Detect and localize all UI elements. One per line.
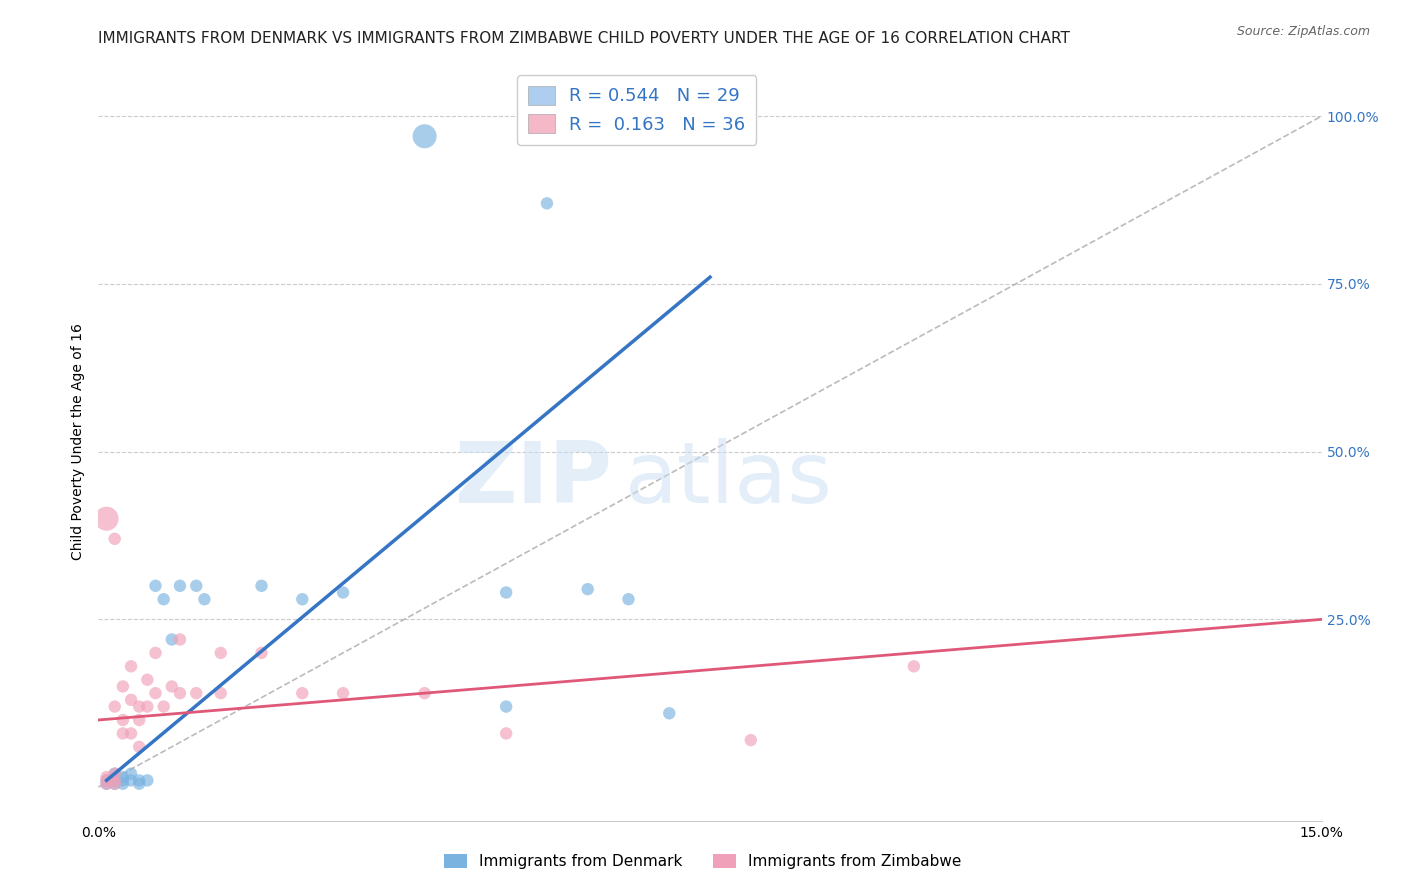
Point [413,129,436,144]
Point [169,632,191,647]
Point [250,646,273,660]
Point [96,773,118,788]
Point [96,777,118,791]
Point [96,777,118,791]
Point [495,726,517,740]
Point [740,733,762,747]
Point [120,659,142,673]
Point [128,699,150,714]
Y-axis label: Child Poverty Under the Age of 16: Child Poverty Under the Age of 16 [70,323,84,560]
Point [136,673,159,687]
Point [291,592,314,607]
Point [104,699,127,714]
Point [332,686,354,700]
Point [111,773,134,788]
Point [104,773,127,788]
Point [96,773,118,788]
Point [111,770,134,784]
Point [186,579,208,593]
Point [104,773,127,788]
Point [104,532,127,546]
Text: atlas: atlas [624,438,832,521]
Point [96,512,118,526]
Point [128,739,150,754]
Point [903,659,925,673]
Point [120,726,142,740]
Point [96,770,118,784]
Point [104,766,127,780]
Point [145,579,167,593]
Text: Source: ZipAtlas.com: Source: ZipAtlas.com [1237,25,1371,38]
Legend: R = 0.544   N = 29, R =  0.163   N = 36: R = 0.544 N = 29, R = 0.163 N = 36 [517,75,756,145]
Point [576,582,599,596]
Point [104,777,127,791]
Point [128,773,150,788]
Point [169,686,191,700]
Point [152,592,174,607]
Text: IMMIGRANTS FROM DENMARK VS IMMIGRANTS FROM ZIMBABWE CHILD POVERTY UNDER THE AGE : IMMIGRANTS FROM DENMARK VS IMMIGRANTS FR… [98,31,1070,46]
Point [128,713,150,727]
Point [120,766,142,780]
Point [145,686,167,700]
Point [209,646,232,660]
Point [120,773,142,788]
Point [332,585,354,599]
Point [104,777,127,791]
Point [111,726,134,740]
Legend: Immigrants from Denmark, Immigrants from Zimbabwe: Immigrants from Denmark, Immigrants from… [439,848,967,875]
Point [193,592,215,607]
Point [136,699,159,714]
Text: ZIP: ZIP [454,438,612,521]
Point [250,579,273,593]
Point [291,686,314,700]
Point [111,713,134,727]
Point [136,773,159,788]
Point [209,686,232,700]
Point [617,592,640,607]
Point [495,699,517,714]
Point [536,196,558,211]
Point [413,686,436,700]
Point [658,706,681,721]
Point [128,777,150,791]
Point [111,777,134,791]
Point [160,632,183,647]
Point [104,766,127,780]
Point [169,579,191,593]
Point [495,585,517,599]
Point [186,686,208,700]
Point [152,699,174,714]
Point [160,680,183,694]
Point [111,680,134,694]
Point [120,693,142,707]
Point [145,646,167,660]
